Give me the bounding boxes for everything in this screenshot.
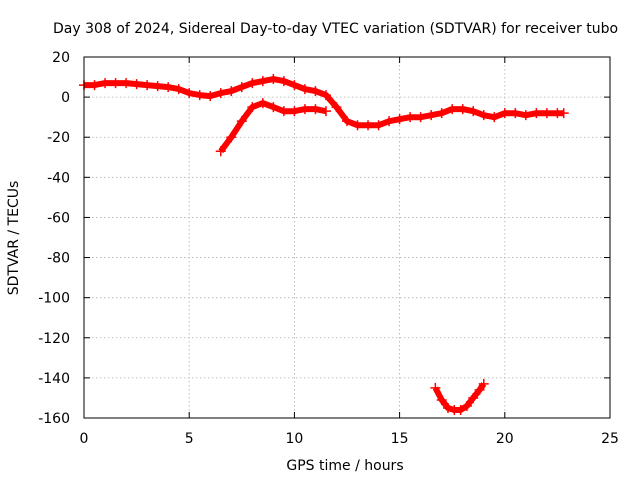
data-point xyxy=(215,88,226,99)
data-point xyxy=(541,108,552,119)
y-tick-label: -60 xyxy=(47,210,70,226)
data-point xyxy=(489,112,500,123)
y-tick-label: 20 xyxy=(52,50,70,66)
y-tick-label: -140 xyxy=(38,371,70,387)
data-point xyxy=(558,108,569,119)
y-axis-label: SDTVAR / TECUs xyxy=(6,181,22,296)
plot-frame xyxy=(83,56,611,419)
data-point xyxy=(121,78,132,89)
data-point xyxy=(299,104,310,115)
chart-title: Day 308 of 2024, Sidereal Day-to-day VTE… xyxy=(53,21,618,37)
data-point xyxy=(478,378,489,389)
data-point xyxy=(268,102,279,113)
data-point xyxy=(430,382,441,393)
series-secondary xyxy=(215,98,331,157)
data-point xyxy=(474,384,485,395)
data-point xyxy=(342,116,352,127)
data-point xyxy=(331,102,342,113)
x-tick-label: 0 xyxy=(80,431,89,447)
data-point xyxy=(442,402,453,413)
data-point xyxy=(510,108,521,119)
data-point xyxy=(205,91,216,102)
series-layer xyxy=(79,74,569,415)
data-point xyxy=(278,106,289,117)
y-tick-label: -80 xyxy=(47,251,70,267)
data-point xyxy=(468,106,479,117)
y-tick-label: -20 xyxy=(47,130,70,146)
x-tick-label: 15 xyxy=(391,431,409,447)
data-point xyxy=(257,98,268,109)
data-point xyxy=(320,90,331,101)
y-tick-label: -120 xyxy=(38,331,70,347)
data-point xyxy=(455,404,466,415)
data-point xyxy=(310,86,321,97)
data-point xyxy=(394,114,405,125)
data-point xyxy=(436,394,447,405)
data-point xyxy=(142,80,153,91)
data-point xyxy=(110,78,121,89)
data-point xyxy=(457,104,468,115)
data-point xyxy=(384,116,395,127)
data-point xyxy=(173,84,184,95)
x-tick-labels: 0 5 10 15 20 25 xyxy=(80,431,619,447)
data-point xyxy=(373,120,384,131)
data-point xyxy=(352,120,363,131)
x-axis-label: GPS time / hours xyxy=(286,458,403,474)
data-point xyxy=(310,104,321,115)
data-point xyxy=(415,112,426,123)
series-main xyxy=(79,74,569,131)
data-point xyxy=(226,86,237,97)
data-point xyxy=(320,106,331,117)
data-point xyxy=(247,78,258,89)
data-point xyxy=(426,110,437,121)
data-point xyxy=(100,78,111,89)
data-point xyxy=(289,106,300,117)
data-point xyxy=(363,120,374,131)
series-lower-arc xyxy=(430,378,489,415)
data-point xyxy=(289,80,300,91)
y-tick-label: -40 xyxy=(47,170,70,186)
data-point xyxy=(468,392,479,403)
data-point xyxy=(226,132,237,143)
y-tick-labels: 20 0 -20 -40 -60 -80 -100 -120 -140 -160 xyxy=(38,50,70,427)
x-tick-label: 10 xyxy=(285,431,303,447)
data-point xyxy=(257,76,268,87)
data-point xyxy=(247,102,258,113)
data-point xyxy=(461,400,472,411)
axis-ticks xyxy=(83,56,611,419)
data-point xyxy=(152,81,163,92)
data-point xyxy=(236,82,247,93)
data-point xyxy=(163,82,174,93)
data-point xyxy=(478,110,489,121)
data-point xyxy=(89,80,100,91)
y-tick-label: 0 xyxy=(61,90,70,106)
x-tick-label: 20 xyxy=(496,431,514,447)
data-point xyxy=(299,84,310,95)
x-tick-label: 25 xyxy=(601,431,619,447)
data-point xyxy=(405,112,416,123)
data-point xyxy=(447,104,458,115)
x-tick-label: 5 xyxy=(185,431,194,447)
data-point xyxy=(131,79,142,90)
y-tick-label: -160 xyxy=(38,411,70,427)
data-point xyxy=(499,108,510,119)
data-point xyxy=(531,108,542,119)
data-point xyxy=(184,88,195,99)
data-point xyxy=(278,76,289,87)
data-point xyxy=(268,74,279,85)
data-point xyxy=(194,90,205,101)
data-point xyxy=(236,116,247,127)
data-point xyxy=(436,108,447,119)
series-line xyxy=(432,382,487,413)
y-tick-label: -100 xyxy=(38,291,70,307)
data-point xyxy=(215,146,226,157)
data-point xyxy=(520,110,531,121)
